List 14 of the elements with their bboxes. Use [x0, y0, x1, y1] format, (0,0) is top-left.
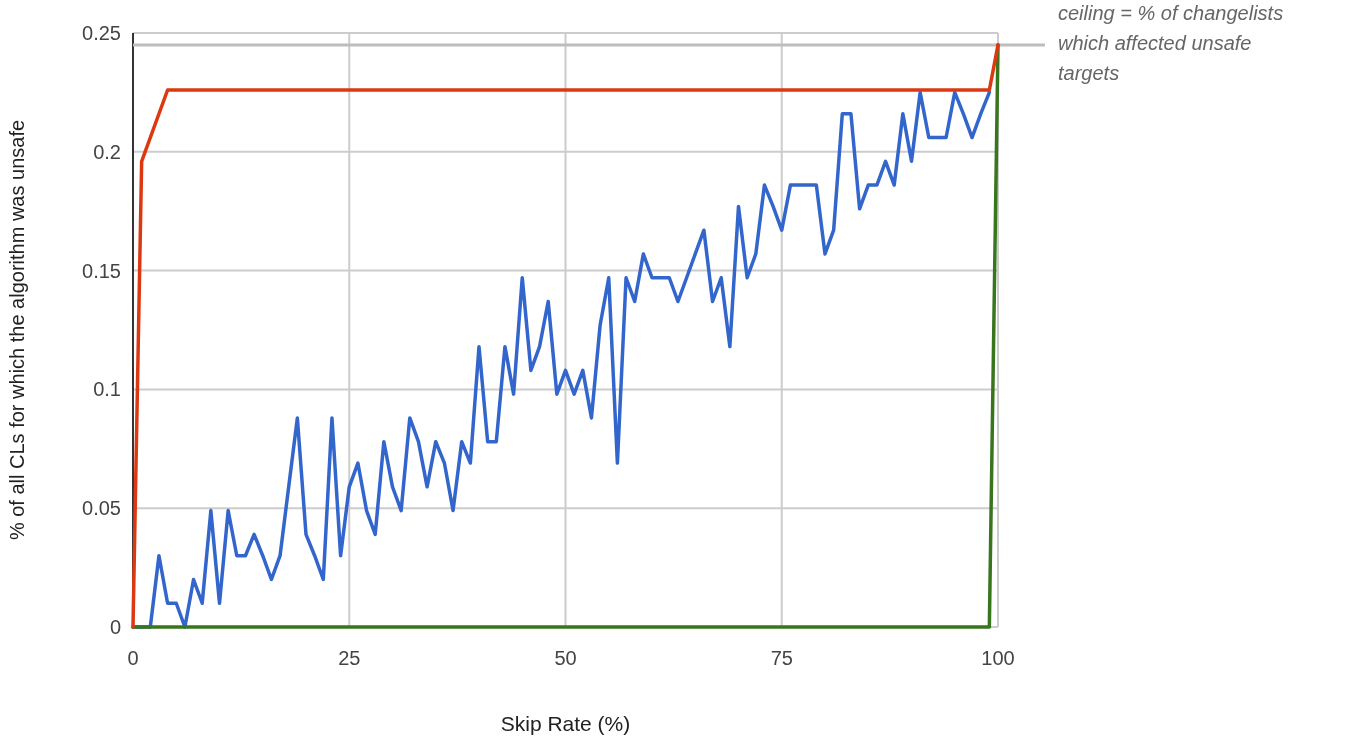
x-tick-label: 50	[554, 647, 577, 669]
ref-line-label: ceiling = % of changelists which affected unsafe targets	[1058, 2, 1284, 84]
y-tick-label: 0.05	[82, 497, 121, 520]
y-tick-label: 0	[109, 616, 121, 638]
x-axis-title: Skip Rate (%)	[500, 712, 631, 735]
x-tick-label: 75	[770, 647, 793, 669]
x-tick-label: 0	[127, 647, 139, 669]
y-tick-label: 0.1	[93, 378, 121, 401]
y-tick-label: 0.2	[93, 140, 121, 163]
x-tick-label: 100	[981, 647, 1015, 669]
y-tick-label: 0.25	[82, 22, 121, 44]
x-tick-label: 25	[338, 647, 361, 669]
y-tick-label: 0.15	[82, 259, 121, 282]
y-axis-title: % of all CLs for which the algorithm was unsafe	[6, 119, 28, 541]
